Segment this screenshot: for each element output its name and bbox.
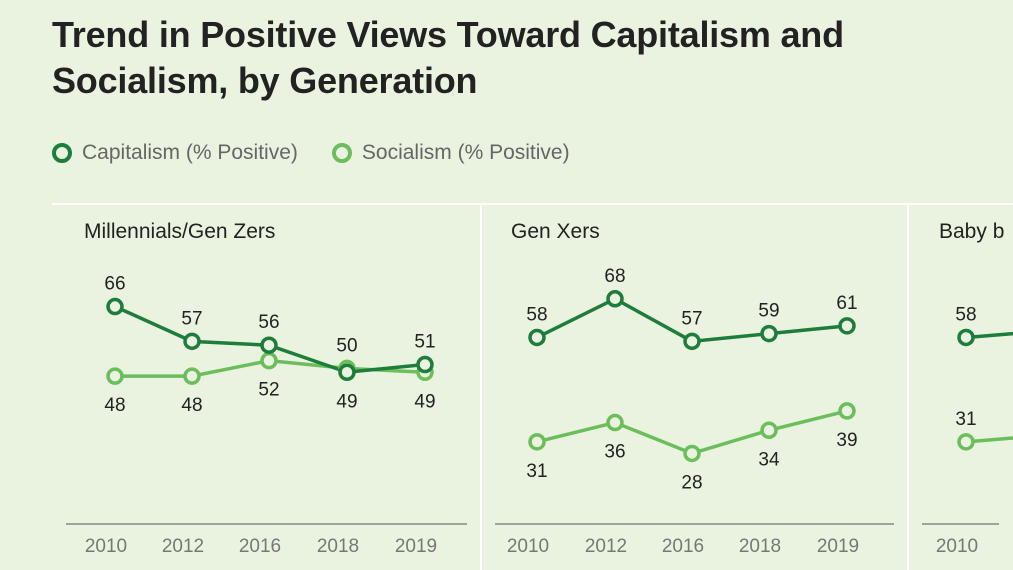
data-point <box>183 332 201 351</box>
data-point <box>760 324 778 343</box>
x-tick-label: 2010 <box>507 536 549 557</box>
data-label: 36 <box>604 442 625 463</box>
panel-title-3: Baby b <box>939 220 1004 243</box>
data-label: 28 <box>681 472 702 493</box>
panel-title-1: Millennials/Gen Zers <box>84 220 275 243</box>
x-tick-label: 2018 <box>739 536 781 557</box>
data-label: 56 <box>258 312 279 333</box>
data-label: 31 <box>955 409 976 430</box>
x-tick-label: 2016 <box>239 536 281 557</box>
x-tick-label: 2010 <box>936 536 978 557</box>
data-point <box>957 433 975 451</box>
x-tick-label: 2018 <box>317 536 359 557</box>
data-point <box>106 297 124 316</box>
panel-title-2: Gen Xers <box>511 220 600 243</box>
data-label: 52 <box>258 380 279 401</box>
data-point <box>683 332 701 351</box>
x-tick-label: 2012 <box>585 536 627 557</box>
data-point <box>106 367 124 385</box>
x-tick-label: 2019 <box>395 536 437 557</box>
data-point <box>338 363 356 382</box>
x-tick-label: 2010 <box>85 536 127 557</box>
legend: Capitalism (% Positive) Socialism (% Pos… <box>52 140 604 166</box>
data-label: 50 <box>336 335 357 356</box>
data-label: 58 <box>955 304 976 325</box>
legend-capitalism-marker-icon <box>52 143 72 163</box>
legend-socialism-marker-icon <box>331 143 352 163</box>
data-label: 34 <box>758 449 780 470</box>
data-point <box>528 328 546 347</box>
data-point <box>183 367 201 385</box>
data-label: 39 <box>836 430 857 451</box>
x-tick-label: 2012 <box>162 536 204 557</box>
data-point <box>957 328 975 347</box>
x-tick-label: 2016 <box>662 536 704 557</box>
data-point <box>606 290 624 308</box>
data-label: 31 <box>526 461 547 482</box>
legend-capitalism-label: Capitalism (% Positive) <box>82 141 298 164</box>
data-label: 57 <box>681 308 702 329</box>
data-point <box>683 444 701 463</box>
data-point <box>838 317 856 335</box>
data-label: 68 <box>604 266 625 287</box>
data-label: 66 <box>104 274 125 295</box>
data-label: 59 <box>758 301 779 322</box>
data-label: 51 <box>414 332 435 353</box>
legend-item-socialism: Socialism (% Positive) <box>331 141 570 165</box>
data-point <box>760 421 778 440</box>
data-point <box>606 413 624 432</box>
data-label: 49 <box>414 391 435 412</box>
data-point <box>416 355 434 374</box>
data-point <box>260 336 278 354</box>
data-point <box>260 351 278 370</box>
data-label: 49 <box>336 391 357 412</box>
x-tick-label: 2019 <box>817 536 859 557</box>
data-label: 61 <box>836 293 857 314</box>
data-point <box>528 433 546 451</box>
legend-item-capitalism: Capitalism (% Positive) <box>52 141 298 165</box>
data-label: 48 <box>104 395 125 416</box>
data-label: 58 <box>526 304 547 325</box>
chart-title: Trend in Positive Views Toward Capitalis… <box>52 14 844 101</box>
legend-socialism-label: Socialism (% Positive) <box>361 141 570 164</box>
data-label: 57 <box>181 308 202 329</box>
data-point <box>838 402 856 420</box>
data-label: 48 <box>181 395 202 416</box>
